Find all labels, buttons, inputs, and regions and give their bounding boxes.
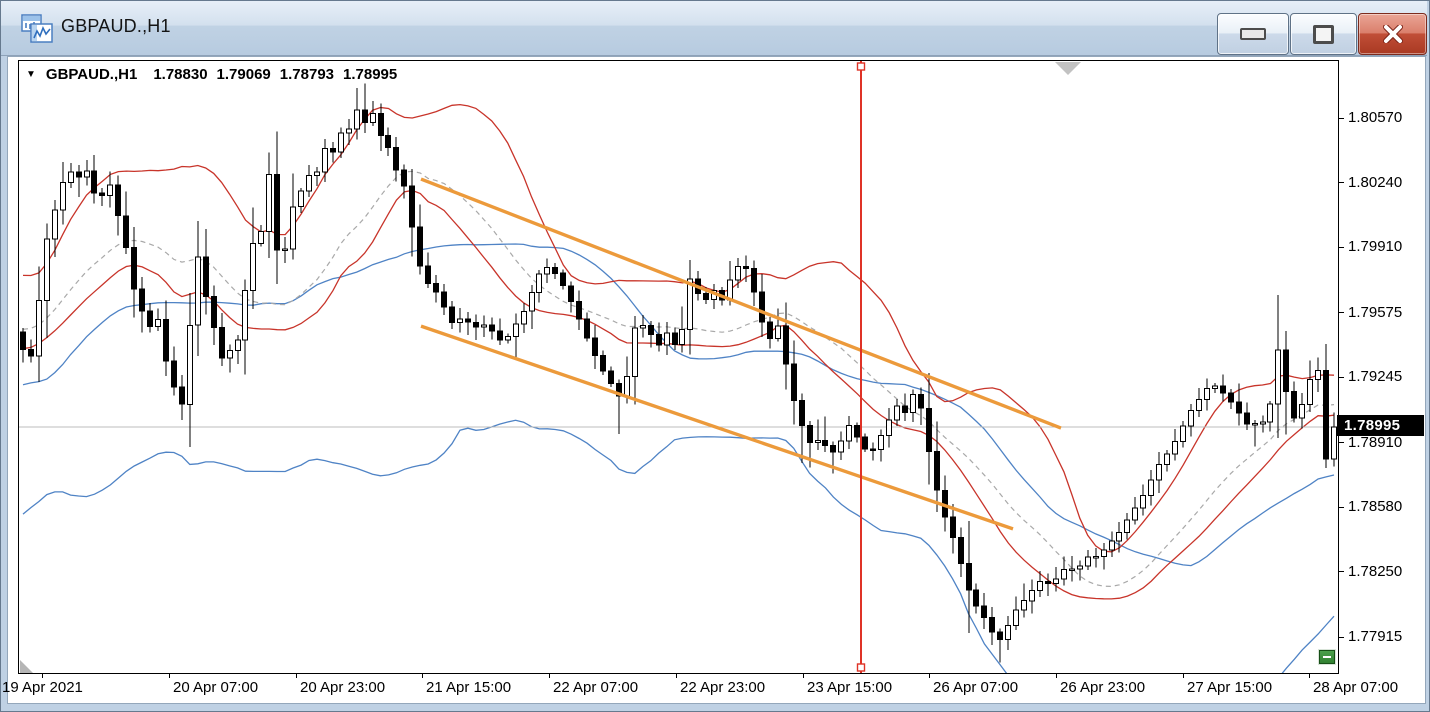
chart-legend: ▼ GBPAUD.,H1 1.78830 1.79069 1.78793 1.7… [26, 66, 406, 83]
price-axis-tick [1338, 246, 1344, 248]
window-title: GBPAUD.,H1 [61, 16, 171, 36]
time-axis-tick [1309, 673, 1310, 678]
chart-scale-button[interactable] [1318, 649, 1336, 665]
time-axis-tick [1056, 673, 1057, 678]
restore-icon [1313, 24, 1334, 44]
time-axis-tick [549, 673, 550, 678]
time-axis-tick [929, 673, 930, 678]
trendline-channel[interactable] [420, 177, 1062, 531]
price-axis-label: 1.78910 [1348, 433, 1403, 451]
time-axis-tick [169, 673, 170, 678]
time-axis-label: 19 Apr 2021 [2, 679, 83, 696]
time-axis-tick [422, 673, 423, 678]
time-axis-label: 21 Apr 15:00 [426, 679, 512, 696]
legend-low: 1.78793 [279, 66, 335, 83]
current-price-tag: 1.78995 [1337, 415, 1424, 437]
chart-shift-marker-icon[interactable] [1055, 62, 1081, 75]
maximize-button[interactable] [1290, 13, 1357, 55]
price-axis-tick [1338, 117, 1344, 119]
price-axis-label: 1.79575 [1348, 303, 1403, 321]
price-axis-tick [1338, 182, 1344, 184]
minimize-button[interactable] [1217, 13, 1289, 55]
time-axis-label: 26 Apr 23:00 [1060, 679, 1146, 696]
price-axis-tick [1338, 376, 1344, 378]
price-axis-label: 1.80570 [1348, 109, 1403, 127]
time-axis-label: 28 Apr 07:00 [1313, 679, 1399, 696]
time-axis-label: 23 Apr 15:00 [807, 679, 893, 696]
price-axis-label: 1.78250 [1348, 562, 1403, 580]
titlebar[interactable]: GBPAUD.,H1 [1, 1, 1427, 56]
legend-collapse-icon[interactable]: ▼ [26, 69, 36, 80]
corner-marker-icon [20, 660, 33, 673]
price-axis-label: 1.79910 [1348, 238, 1403, 256]
time-axis-tick [803, 673, 804, 678]
candles-layer [20, 83, 1337, 663]
price-axis-tick [1338, 571, 1344, 573]
time-axis-label: 26 Apr 07:00 [933, 679, 1019, 696]
legend-high: 1.79069 [216, 66, 271, 83]
legend-symbol: GBPAUD.,H1 [45, 66, 138, 83]
price-axis-label: 1.79245 [1348, 368, 1403, 386]
time-axis-label: 20 Apr 07:00 [173, 679, 259, 696]
time-axis-tick [1183, 673, 1184, 678]
time-axis-label: 22 Apr 23:00 [680, 679, 766, 696]
time-axis-label: 20 Apr 23:00 [300, 679, 386, 696]
time-axis-tick [296, 673, 297, 678]
minus-icon [1323, 656, 1331, 658]
candlestick-chart[interactable] [19, 61, 1338, 673]
price-axis-label: 1.80240 [1348, 173, 1403, 191]
time-axis-tick [42, 673, 43, 678]
price-axis-label: 1.78580 [1348, 498, 1403, 516]
price-axis-tick [1338, 506, 1344, 508]
price-axis-label: 1.77915 [1348, 628, 1403, 645]
close-icon [1382, 25, 1403, 43]
price-axis-tick [1338, 312, 1344, 314]
vertical-line-object[interactable] [856, 61, 866, 673]
time-axis [8, 673, 1424, 701]
close-button[interactable] [1358, 13, 1427, 55]
chart-plot-area[interactable] [18, 60, 1339, 674]
legend-open: 1.78830 [153, 66, 208, 83]
legend-close: 1.78995 [343, 66, 398, 83]
time-axis-label: 22 Apr 07:00 [553, 679, 639, 696]
time-axis-label: 27 Apr 15:00 [1187, 679, 1273, 696]
price-axis-tick [1338, 442, 1344, 444]
time-axis-tick [676, 673, 677, 678]
chart-window-icon [21, 14, 53, 43]
minimize-icon [1240, 28, 1266, 40]
price-axis-tick [1338, 636, 1344, 638]
indicator-bands [22, 103, 1335, 673]
